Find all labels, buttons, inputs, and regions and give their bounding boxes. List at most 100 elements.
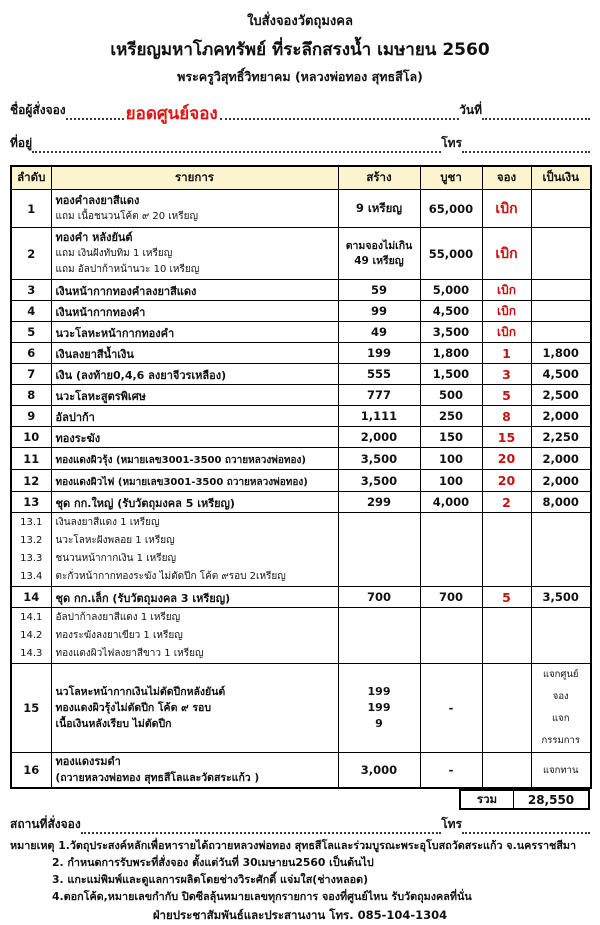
cell-amount (530, 189, 592, 228)
cell-made: 777 (337, 384, 421, 406)
cell-amount (530, 321, 592, 343)
table-header-row: ลำดับ รายการ สร้าง บูชา จอง เป็นเงิน (10, 165, 592, 190)
item-bonus: แถม เงินฝังทับทิม 1 เหรียญ (55, 248, 173, 259)
phone-label-2: โทร (441, 817, 462, 831)
cell-reserve: เบิก (481, 321, 532, 343)
address-line: ที่อยู่ โทร (10, 134, 590, 153)
cell-amount: 2,250 (530, 426, 592, 448)
cell-no: 10 (10, 426, 52, 448)
cell-price: - (419, 663, 483, 753)
cell-made: 555 (337, 363, 421, 385)
cell-amount: 2,000 (530, 447, 592, 470)
cell-amount-note: แจกทาน (530, 752, 592, 789)
cell-made (337, 607, 421, 664)
cell-reserve: 20 (481, 469, 532, 492)
orderer-line: ชื่อผู้สั่งจอง ยอดศูนย์จอง วันที่ (10, 101, 590, 124)
cell-item-list: อัลปาก้าลงยาสีแดง 1 เหรียญ ทองระฆังลงยาเ… (50, 607, 339, 664)
cell-no: 16 (10, 752, 52, 789)
cell-amount: 2,000 (530, 405, 592, 427)
cell-reserve (481, 663, 532, 753)
cell-price: 65,000 (419, 189, 483, 228)
table-row: 5 นวะโลหะหน้ากากทองคำ 49 3,500 เบิก (10, 321, 592, 343)
reserve-total-stamp: ยอดศูนย์จอง (125, 104, 218, 124)
cell-price: 100 (419, 469, 483, 492)
table-row: 15 นวโลหะหน้ากากเงินไม่ตัดปีกหลังยันต์ ท… (10, 663, 592, 753)
cell-made: 1,111 (337, 405, 421, 427)
cell-made (337, 512, 421, 587)
item-name: เงินหน้ากากทองคำ (55, 306, 146, 319)
cell-price (419, 512, 483, 587)
date-fill-blank (482, 107, 590, 120)
col-header-price: บูชา (419, 165, 483, 190)
made-limit-count: 49 เหรียญ (354, 254, 404, 267)
address-fill-blank (32, 140, 442, 153)
cell-no-list: 13.1 13.2 13.3 13.4 (10, 512, 52, 587)
cell-no: 9 (10, 405, 52, 427)
item-name: ทองคำลงยาสีแดง (55, 194, 140, 207)
cell-price: 3,500 (419, 321, 483, 343)
cell-made: 59 (337, 279, 421, 301)
cell-reserve: เบิก (481, 279, 532, 301)
cell-no: 14 (10, 586, 52, 608)
item-name: เงินหน้ากากทองคำลงยาสีแดง (55, 285, 197, 298)
cell-reserve: เบิก (481, 227, 532, 280)
cell-made: 99 (337, 300, 421, 322)
table-row: 10 ทองระฆัง 2,000 150 15 2,250 (10, 426, 592, 448)
notes-section: หมายเหตุ 1.วัตถุประสงค์หลักเพื่อหารายได้… (10, 837, 590, 905)
cell-amount-notes: แจกศูนย์จอง แจกกรรมการ (530, 663, 592, 753)
made-limit-note: ตามจองไม่เกิน (345, 239, 413, 252)
cell-amount (530, 279, 592, 301)
cell-amount: 1,800 (530, 342, 592, 364)
cell-made-list: 199 199 9 (337, 663, 421, 753)
note-line: 4.ตอกโค้ด,หมายเลขกำกับ ปิดซีลลุ้นหมายเลข… (52, 890, 472, 903)
cell-reserve: 2 (481, 491, 532, 513)
item-name: ทองแดงผิวไฟ (หมายเลข3001-3500 ถวายหลวงพ่… (55, 477, 308, 488)
cell-reserve: 8 (481, 405, 532, 427)
item-bonus: แถม เนื้อชนวนโค้ต ๙ 20 เหรียญ (55, 211, 199, 222)
table-row: 14 ชุด กก.เล็ก (รับวัตถุมงคล 3 เหรียญ) 7… (10, 586, 592, 608)
place-fill-blank (80, 821, 442, 834)
cell-made: 199 (337, 342, 421, 364)
cell-price: - (419, 752, 483, 789)
cell-no: 7 (10, 363, 52, 385)
cell-price: 500 (419, 384, 483, 406)
cell-price: 1,500 (419, 363, 483, 385)
col-header-no: ลำดับ (10, 165, 52, 190)
col-header-item: รายการ (50, 165, 339, 190)
cell-reserve (481, 512, 532, 587)
cell-item-list: เงินลงยาสีแดง 1 เหรียญ นวะโลหะฝังพลอย 1 … (50, 512, 339, 587)
cell-no: 11 (10, 447, 52, 470)
table-row: 1 ทองคำลงยาสีแดง แถม เนื้อชนวนโค้ต ๙ 20 … (10, 189, 592, 228)
cell-reserve: 15 (481, 426, 532, 448)
total-row: รวม 28,550 (10, 789, 590, 810)
col-header-reserve: จอง (481, 165, 532, 190)
cell-made: 2,000 (337, 426, 421, 448)
item-name: ทองระฆัง (55, 432, 101, 445)
table-row: 3 เงินหน้ากากทองคำลงยาสีแดง 59 5,000 เบิ… (10, 279, 592, 301)
cell-reserve (481, 752, 532, 789)
cell-made: 3,000 (337, 752, 421, 789)
cell-amount: 2,500 (530, 384, 592, 406)
col-header-amount: เป็นเงิน (530, 165, 592, 190)
total-spacer (10, 789, 459, 810)
cell-no: 12 (10, 469, 52, 492)
item-name: เงิน (ลงท้าย0,4,6 ลงยาจีวรเหลือง) (55, 369, 227, 382)
phone-fill-blank (462, 140, 590, 153)
cell-price: 700 (419, 586, 483, 608)
cell-amount (530, 227, 592, 280)
cell-amount (530, 300, 592, 322)
place-label: สถานที่สั่งจอง (10, 817, 81, 831)
cell-price: 250 (419, 405, 483, 427)
item-name: ชุด กก.ใหญ่ (รับวัตถุมงคล 5 เหรียญ) (55, 497, 235, 510)
cell-price: 4,500 (419, 300, 483, 322)
item-name: ชุด กก.เล็ก (รับวัตถุมงคล 3 เหรียญ) (55, 592, 231, 605)
table-row: 4 เงินหน้ากากทองคำ 99 4,500 เบิก (10, 300, 592, 322)
cell-reserve: 20 (481, 447, 532, 470)
date-label: วันที่ (459, 103, 482, 117)
cell-made: ตามจองไม่เกิน 49 เหรียญ (337, 227, 421, 280)
table-row: 7 เงิน (ลงท้าย0,4,6 ลงยาจีวรเหลือง) 555 … (10, 363, 592, 385)
cell-no: 4 (10, 300, 52, 322)
cell-made: 700 (337, 586, 421, 608)
cell-price: 150 (419, 426, 483, 448)
